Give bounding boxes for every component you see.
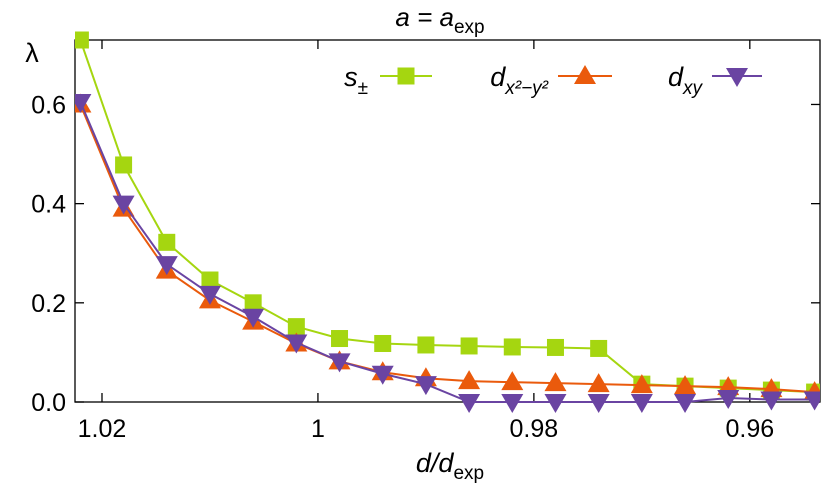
data-point-dxy xyxy=(803,391,820,411)
data-point-dxy xyxy=(717,390,740,410)
series-line-dx2y2 xyxy=(79,104,815,394)
data-point-s-pm xyxy=(244,294,262,312)
x-tick-label: 0.98 xyxy=(510,415,559,443)
legend-label-dx2y2: dx²−y² xyxy=(490,62,548,99)
chart-title: a = aexp xyxy=(395,2,484,38)
data-point-s-pm xyxy=(460,337,478,355)
series-dx2y2 xyxy=(75,93,820,401)
legend-marker xyxy=(726,68,748,87)
y-tick-label: 0.4 xyxy=(31,191,66,219)
data-point-s-pm xyxy=(115,156,133,174)
data-point-dxy xyxy=(674,394,697,413)
x-tick-label: 1 xyxy=(311,415,325,443)
data-point-dxy xyxy=(587,394,610,413)
data-point-dxy xyxy=(242,308,265,328)
series-s-pm xyxy=(75,31,820,401)
data-point-dx2y2 xyxy=(544,372,567,392)
data-point-s-pm xyxy=(158,233,176,251)
series-line-dxy xyxy=(79,101,815,403)
x-axis-label: d/dexp xyxy=(416,448,484,484)
x-tick-label: 1.02 xyxy=(78,415,127,443)
data-point-s-pm xyxy=(287,318,305,336)
data-point-s-pm xyxy=(331,330,349,348)
data-point-dxy xyxy=(112,195,135,215)
y-tick-label: 0.6 xyxy=(31,91,66,119)
series-dxy xyxy=(75,93,820,413)
data-point-dxy xyxy=(458,394,481,413)
data-point-dxy xyxy=(414,376,437,396)
data-point-dxy xyxy=(760,391,783,411)
legend-symbol-s-pm xyxy=(380,67,432,85)
y-axis-label: λ xyxy=(25,38,39,68)
series-layer xyxy=(75,31,820,413)
data-point-s-pm xyxy=(374,334,392,352)
data-point-dxy xyxy=(501,394,524,413)
data-point-dx2y2 xyxy=(630,374,653,394)
data-point-dx2y2 xyxy=(674,375,697,395)
data-point-dxy xyxy=(155,256,178,276)
data-point-dxy xyxy=(285,334,308,354)
data-point-dxy xyxy=(198,285,221,305)
legend-symbol-dxy xyxy=(712,68,762,87)
data-point-dxy xyxy=(544,394,567,413)
plot-frame xyxy=(74,39,821,403)
data-point-dxy xyxy=(371,365,394,385)
legend-marker xyxy=(574,65,596,84)
data-point-dxy xyxy=(630,394,653,413)
x-tick-label: 0.96 xyxy=(725,415,774,443)
data-point-dxy xyxy=(75,93,92,113)
data-point-s-pm xyxy=(417,336,435,354)
data-point-s-pm xyxy=(201,271,219,289)
legend-marker xyxy=(397,67,415,85)
legend-label-s-pm: s± xyxy=(344,62,368,99)
data-point-s-pm xyxy=(75,31,89,49)
y-tick-label: 0.2 xyxy=(31,290,66,318)
data-point-s-pm xyxy=(503,338,521,356)
data-point-dx2y2 xyxy=(587,373,610,393)
data-point-dx2y2 xyxy=(458,370,481,390)
data-point-dx2y2 xyxy=(501,371,524,391)
y-tick-label: 0.0 xyxy=(31,389,66,417)
series-line-s-pm xyxy=(79,39,815,394)
axis-ticks: 0.0 0.2 0.4 0.6 1.02 1 0.98 0.96 xyxy=(31,40,820,443)
legend-symbol-dx2y2 xyxy=(558,65,612,84)
legend: s± dx²−y² dxy xyxy=(344,62,762,99)
data-point-s-pm xyxy=(546,338,564,356)
legend-label-dxy: dxy xyxy=(668,62,704,99)
data-point-s-pm xyxy=(590,339,608,357)
data-point-dxy xyxy=(328,353,351,373)
